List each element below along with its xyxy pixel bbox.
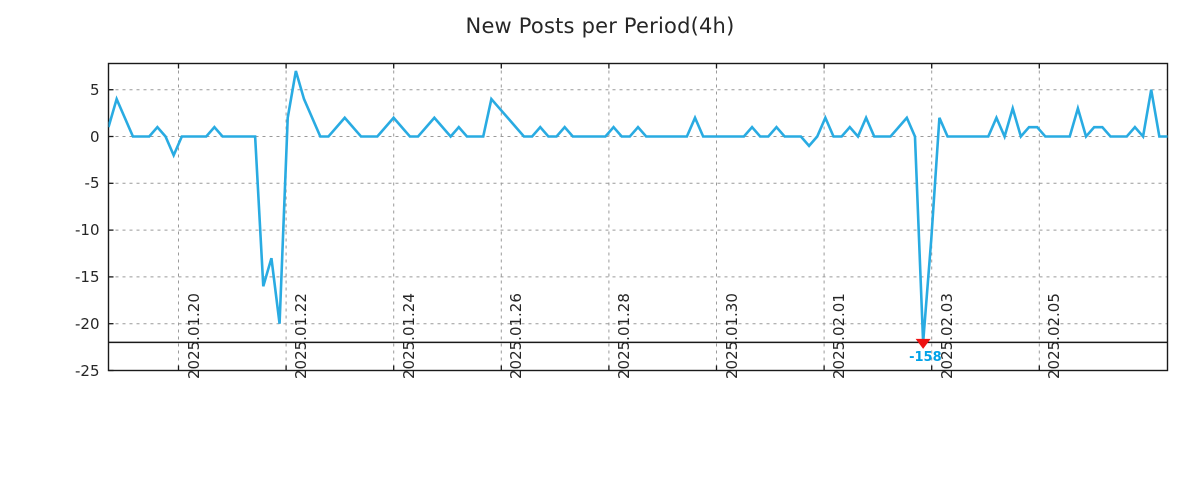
x-tick-label: 2025.02.03	[937, 292, 956, 379]
y-tick-label: -5	[84, 174, 100, 193]
data-series[interactable]	[108, 70, 1168, 343]
y-tick-label: 5	[89, 80, 100, 99]
x-tick-label: 2025.01.28	[614, 292, 633, 379]
y-tick-label: -20	[75, 314, 100, 333]
series-line[interactable]	[108, 70, 1168, 343]
y-tick-label: -25	[75, 361, 100, 380]
plot-frame	[107, 62, 1169, 372]
y-tick-label: -15	[75, 267, 100, 286]
x-tick-label: 2025.01.26	[507, 292, 526, 379]
y-tick-label: -10	[75, 221, 100, 240]
axis-ticks	[108, 63, 1040, 372]
x-tick-label: 2025.01.20	[184, 292, 203, 379]
x-tick-label: 2025.02.05	[1045, 292, 1064, 379]
x-tick-label: 2025.01.22	[292, 292, 311, 379]
x-tick-label: 2025.02.01	[830, 292, 849, 379]
y-tick-label: 0	[89, 127, 100, 146]
annotation-value-label: -158	[909, 350, 942, 366]
gridlines	[108, 63, 1168, 371]
annotation-triangle-down-icon[interactable]	[915, 338, 931, 349]
x-tick-label: 2025.01.24	[399, 292, 418, 379]
annotation-markers[interactable]	[915, 338, 931, 349]
page-title: New Posts per Period(4h)	[465, 14, 735, 38]
x-tick-label: 2025.01.30	[722, 292, 741, 379]
